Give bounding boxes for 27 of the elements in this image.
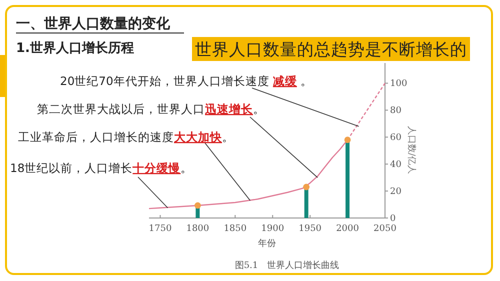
x-tick-label: 2000: [336, 224, 360, 234]
annotation: 第二次世界大战以后，世界人口迅速增长。: [37, 102, 265, 116]
y-tick-label: 80: [390, 106, 402, 116]
x-tick-label: 1800: [186, 224, 210, 234]
y-tick-label: 40: [390, 160, 402, 170]
annotation: 18世纪以前，人口增长十分缓慢。: [10, 161, 193, 175]
chart-title: 一、世界人口数量的变化: [16, 15, 171, 32]
point: [303, 184, 310, 190]
x-tick-label: 2050: [374, 224, 397, 234]
x-tick-label: 1850: [224, 224, 247, 234]
text: 世界人口数量的总趋势是不断增长的: [195, 40, 467, 59]
point: [194, 202, 201, 209]
x-tick-label: 1750: [148, 224, 172, 234]
x-axis-title: 年份: [258, 238, 276, 249]
y-tick-label: 0: [390, 214, 396, 224]
annotation: 20世纪70年代开始，世界人口增长速度 减缓 。: [60, 74, 313, 88]
point: [344, 136, 351, 144]
y-tick-label: 100: [390, 79, 408, 90]
y-axis-title: 人口数/亿人: [406, 126, 417, 174]
bar: [304, 187, 308, 218]
x-tick-label: 1950: [298, 224, 322, 234]
x-tick-label: 1900: [261, 224, 284, 234]
annotation: 工业革命后，人口增长的速度大大加快。: [18, 130, 234, 144]
caption: 图5.1 世界人口增长曲线: [234, 260, 340, 271]
chart-subtitle: 1.世界人口增长历程: [16, 41, 134, 56]
y-tick-label: 60: [390, 133, 402, 144]
y-tick-label: 20: [390, 187, 402, 198]
